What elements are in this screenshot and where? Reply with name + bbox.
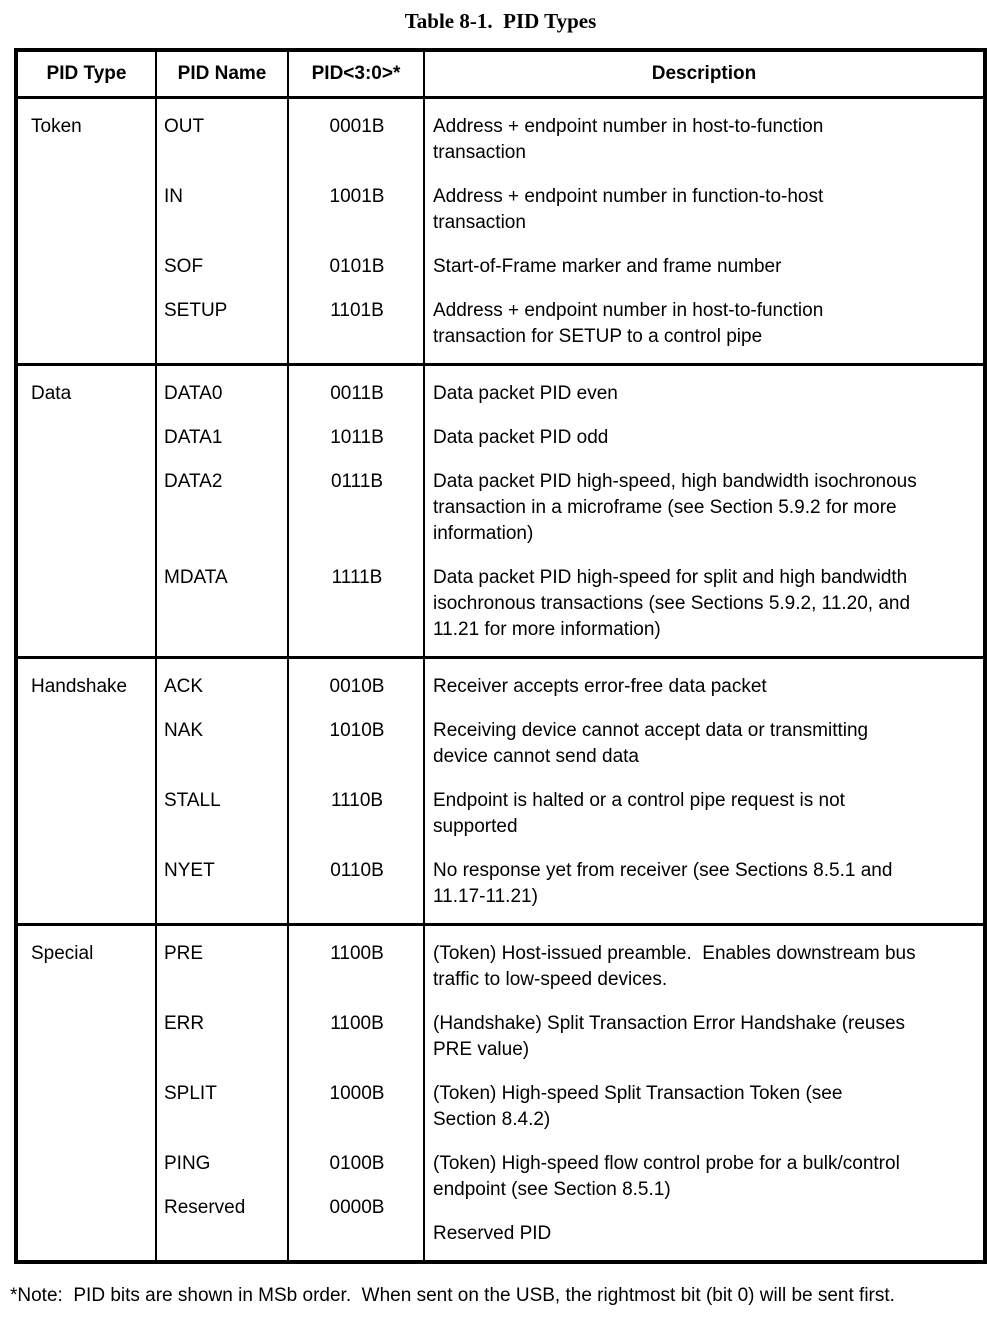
header-cell-pid-type: PID Type: [18, 52, 157, 96]
pid-description: Reserved PID: [433, 1223, 552, 1244]
header-cell-description: Description: [651, 63, 757, 84]
pid-description: (Token) High-speed flow control probe fo…: [433, 1153, 900, 1200]
column-divider: [155, 926, 157, 1260]
pid-entry: MDATA 1111B Data packet PID high-speed f…: [18, 565, 983, 643]
pid-entry: DATA1 1011B Data packet PID odd: [18, 425, 983, 451]
column-divider: [423, 926, 425, 1260]
pid-code: 0100B: [329, 1153, 385, 1174]
pid-type-label: Data: [31, 383, 72, 404]
pid-code: 1110B: [330, 790, 384, 811]
pid-entry: ACK 0010B Receiver accepts error-free da…: [18, 674, 983, 700]
pid-code: 0000B: [329, 1197, 385, 1218]
pid-code: 1100B: [330, 1013, 384, 1034]
pid-code: 1001B: [329, 186, 385, 207]
column-divider: [423, 99, 425, 363]
pid-name: SOF: [164, 256, 204, 277]
pid-description: Address + endpoint number in function-to…: [433, 186, 824, 233]
table-footnote: *Note: PID bits are shown in MSb order. …: [10, 1285, 895, 1306]
column-divider: [155, 99, 157, 363]
pid-code: 1111B: [331, 567, 383, 588]
pid-type-label: Special: [31, 943, 94, 964]
header-cell-pid-name: PID Name: [157, 52, 289, 96]
pid-name: IN: [164, 186, 183, 207]
pid-description: (Token) Host-issued preamble. Enables do…: [433, 943, 916, 990]
section-token: Token OUT 0001B Address + endpoint numbe…: [18, 99, 983, 363]
pid-name: NAK: [164, 720, 204, 741]
column-divider: [155, 366, 157, 656]
pid-entry: NAK 1010B Receiving device cannot accept…: [18, 718, 983, 770]
pid-description: Data packet PID odd: [433, 427, 609, 448]
pid-name: SETUP: [164, 300, 228, 321]
column-divider: [287, 99, 289, 363]
pid-code: 0001B: [329, 116, 385, 137]
pid-type-label: Handshake: [31, 676, 128, 697]
pid-description: No response yet from receiver (see Secti…: [433, 860, 893, 907]
pid-types-table: PID Type PID Name PID<3:0>* Description …: [14, 48, 987, 1264]
pid-entry: ERR 1100B (Handshake) Split Transaction …: [18, 1011, 983, 1063]
pid-description: Endpoint is halted or a control pipe req…: [433, 790, 845, 837]
pid-entry: SPLIT 1000B (Token) High-speed Split Tra…: [18, 1081, 983, 1133]
pid-description: Data packet PID even: [433, 383, 618, 404]
pid-entry: SETUP 1101B Address + endpoint number in…: [18, 298, 983, 350]
pid-name: Reserved: [164, 1197, 246, 1218]
pid-description: Address + endpoint number in host-to-fun…: [433, 116, 824, 163]
pid-code: 0101B: [329, 256, 385, 277]
pid-name: OUT: [164, 116, 205, 137]
pid-entry: NYET 0110B No response yet from receiver…: [18, 858, 983, 910]
pid-entry: PRE 1100B (Token) Host-issued preamble. …: [18, 941, 983, 993]
header-cell-pid-code: PID<3:0>*: [289, 52, 425, 96]
pid-description: Receiver accepts error-free data packet: [433, 676, 767, 697]
pid-entry: DATA0 0011B Data packet PID even: [18, 381, 983, 407]
pid-description: Data packet PID high-speed for split and…: [433, 567, 911, 640]
pid-description: Address + endpoint number in host-to-fun…: [433, 300, 824, 347]
column-divider: [287, 659, 289, 923]
pid-name: PING: [164, 1153, 211, 1174]
pid-description: (Handshake) Split Transaction Error Hand…: [433, 1013, 906, 1060]
column-divider: [155, 659, 157, 923]
table-header-row: PID Type PID Name PID<3:0>* Description: [18, 52, 983, 99]
pid-name: PRE: [164, 943, 204, 964]
pid-code: 1100B: [330, 943, 384, 964]
pid-name: ACK: [164, 676, 204, 697]
column-divider: [287, 926, 289, 1260]
pid-code: 1010B: [329, 720, 385, 741]
pid-name: DATA1: [164, 427, 223, 448]
column-divider: [423, 659, 425, 923]
pid-name: DATA0: [164, 383, 223, 404]
pid-entry: IN 1001B Address + endpoint number in fu…: [18, 184, 983, 236]
pid-name: STALL: [164, 790, 221, 811]
pid-name: NYET: [164, 860, 215, 881]
pid-description: Start-of-Frame marker and frame number: [433, 256, 782, 277]
pid-description: (Token) High-speed Split Transaction Tok…: [433, 1083, 843, 1130]
pid-name: SPLIT: [164, 1083, 217, 1104]
pid-name: ERR: [164, 1013, 205, 1034]
pid-name: MDATA: [164, 567, 228, 588]
column-divider: [287, 366, 289, 656]
pid-type-label: Token: [31, 116, 82, 137]
pid-code: 0110B: [330, 860, 384, 881]
pid-code: 0011B: [330, 383, 384, 404]
pid-entry: DATA2 0111B Data packet PID high-speed, …: [18, 469, 983, 547]
pid-code: 1101B: [330, 300, 384, 321]
pid-code: 1011B: [330, 427, 384, 448]
pid-entry: SOF 0101B Start-of-Frame marker and fram…: [18, 254, 983, 280]
pid-description: Receiving device cannot accept data or t…: [433, 720, 869, 767]
pid-name: DATA2: [164, 471, 223, 492]
pid-code: 0010B: [329, 676, 385, 697]
pid-entry: PING Reserved 0100B 0000B (Token) High-s…: [18, 1151, 983, 1247]
pid-entry: OUT 0001B Address + endpoint number in h…: [18, 114, 983, 166]
pid-description: Data packet PID high-speed, high bandwid…: [433, 471, 917, 544]
pid-entry: STALL 1110B Endpoint is halted or a cont…: [18, 788, 983, 840]
pid-code: 0111B: [330, 471, 384, 492]
section-data: Data DATA0 0011B Data packet PID even DA…: [18, 363, 983, 656]
table-title: Table 8-1. PID Types: [404, 9, 597, 33]
section-special: Special PRE 1100B (Token) Host-issued pr…: [18, 923, 983, 1260]
pid-code: 1000B: [329, 1083, 385, 1104]
column-divider: [423, 366, 425, 656]
section-handshake: Handshake ACK 0010B Receiver accepts err…: [18, 656, 983, 923]
